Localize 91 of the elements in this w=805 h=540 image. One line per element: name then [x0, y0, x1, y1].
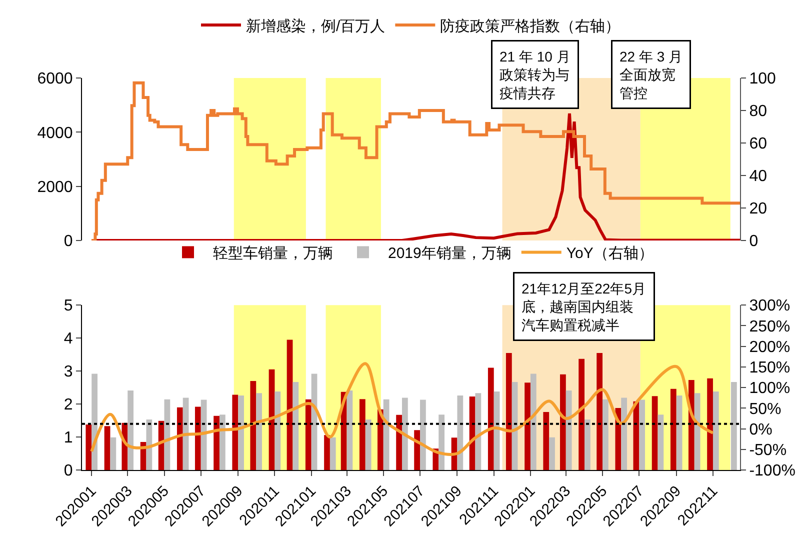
legend-label: YoY（右轴）: [566, 245, 654, 262]
bar: [438, 414, 444, 470]
bar: [104, 426, 110, 470]
y2-tick-label: 150%: [749, 360, 790, 377]
bar: [268, 369, 275, 470]
y-tick-label: 2: [64, 396, 73, 414]
legend-label: 防疫政策严格指数（右轴）: [440, 18, 620, 35]
bar: [560, 374, 566, 470]
bar: [584, 420, 590, 470]
annotation: 21 年 10 月政策转为与疫情共存: [500, 48, 570, 101]
y-tick-label: 3: [64, 364, 73, 381]
bar: [324, 435, 330, 470]
bar: [730, 382, 737, 470]
bar: [86, 424, 92, 470]
bar: [359, 399, 366, 470]
y2-tick-label: 0%: [749, 421, 772, 438]
y2-tick-label: 100%: [749, 380, 790, 398]
bar: [506, 352, 512, 470]
bar: [549, 437, 555, 470]
bar: [420, 400, 426, 470]
bar: [158, 420, 164, 470]
y2-tick-label: 0: [749, 233, 758, 250]
bar: [383, 399, 390, 470]
bar: [712, 392, 719, 470]
bar: [176, 407, 183, 470]
y2-tick-label: 20: [749, 200, 768, 218]
y2-tick-label: 200%: [749, 338, 790, 356]
y-tick-label: 6000: [37, 70, 73, 88]
y-tick-label: 1: [64, 430, 73, 447]
bar: [365, 420, 372, 470]
bar: [128, 390, 134, 470]
bar: [652, 396, 658, 470]
bar: [694, 393, 700, 470]
bar: [488, 368, 494, 470]
bar: [402, 398, 408, 470]
bar: [305, 399, 312, 470]
y-tick-label: 4000: [37, 124, 73, 142]
bar: [414, 430, 420, 470]
y2-tick-label: 60: [749, 136, 768, 153]
bar: [274, 392, 281, 470]
bar: [378, 409, 384, 470]
bar: [707, 378, 713, 470]
bar: [566, 390, 572, 470]
bar: [292, 382, 299, 470]
bar: [602, 399, 608, 470]
bar: [578, 358, 585, 470]
y-tick-label: 2000: [37, 178, 73, 196]
line-series: [90, 362, 714, 456]
y2-tick-label: 300%: [749, 298, 790, 315]
bar: [530, 374, 536, 470]
bar: [110, 437, 116, 470]
y-tick-label: 0: [64, 462, 73, 480]
bar: [250, 380, 256, 470]
bar: [543, 412, 550, 470]
bar: [232, 394, 238, 470]
bar: [214, 416, 220, 470]
bar: [256, 393, 262, 470]
bar: [457, 395, 464, 470]
bar: [670, 388, 676, 470]
bar: [346, 390, 353, 470]
bar: [524, 382, 530, 470]
y2-tick-label: 250%: [749, 318, 790, 336]
bar: [621, 398, 628, 470]
bar: [286, 340, 293, 470]
bar: [658, 414, 664, 470]
bar: [194, 406, 201, 470]
y2-tick-label: 100: [749, 70, 776, 88]
bar: [219, 414, 226, 470]
y-tick-label: 5: [64, 298, 73, 315]
y2-tick-label: 80: [749, 103, 768, 120]
bar: [238, 395, 244, 470]
bar: [92, 374, 98, 470]
bar: [596, 352, 603, 470]
y2-tick-label: 40: [749, 168, 768, 186]
annotation: 22 年 3 月全面放宽管控: [620, 48, 683, 101]
bar: [475, 393, 482, 470]
bar: [639, 400, 646, 470]
bar: [146, 420, 152, 470]
y-tick-label: 4: [64, 330, 73, 348]
y2-tick-label: -50%: [749, 442, 787, 459]
y-tick-label: 0: [64, 233, 73, 250]
legend-label: 新增感染，例/百万人: [246, 18, 386, 35]
legend-label: 轻型车销量，万辆: [213, 245, 333, 262]
legend-label: 2019年销量，万辆: [388, 245, 512, 262]
y2-tick-label: -100%: [749, 462, 796, 480]
bar: [200, 400, 207, 470]
bar: [330, 437, 336, 470]
annotation: 21年12月至22年5月底，越南国内组装汽车购置税减半: [522, 280, 646, 333]
bar: [396, 414, 402, 470]
y2-tick-label: 50%: [749, 400, 782, 418]
bar: [676, 395, 682, 470]
